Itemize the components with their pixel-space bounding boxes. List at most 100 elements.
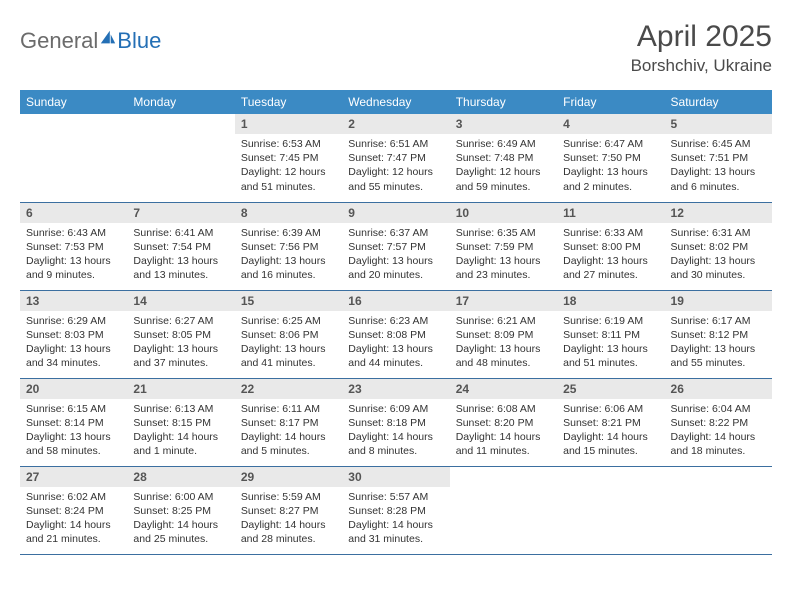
calendar-day-cell	[665, 466, 772, 554]
day-number: 14	[127, 291, 234, 311]
day-details: Sunrise: 6:13 AMSunset: 8:15 PMDaylight:…	[127, 399, 234, 465]
day-details: Sunrise: 6:53 AMSunset: 7:45 PMDaylight:…	[235, 134, 342, 200]
calendar-week-row: 6Sunrise: 6:43 AMSunset: 7:53 PMDaylight…	[20, 202, 772, 290]
day-detail-line: Sunset: 8:28 PM	[348, 504, 443, 518]
day-detail-line: Daylight: 13 hours	[26, 430, 121, 444]
day-details: Sunrise: 6:51 AMSunset: 7:47 PMDaylight:…	[342, 134, 449, 200]
calendar-week-row: 13Sunrise: 6:29 AMSunset: 8:03 PMDayligh…	[20, 290, 772, 378]
day-number: 13	[20, 291, 127, 311]
day-number-empty	[450, 467, 557, 487]
logo-text-general: General	[20, 28, 98, 54]
day-detail-line: Daylight: 13 hours	[26, 254, 121, 268]
day-detail-line: Daylight: 13 hours	[671, 342, 766, 356]
day-details: Sunrise: 5:57 AMSunset: 8:28 PMDaylight:…	[342, 487, 449, 553]
weekday-wednesday: Wednesday	[342, 90, 449, 114]
day-details: Sunrise: 6:27 AMSunset: 8:05 PMDaylight:…	[127, 311, 234, 377]
day-detail-line: Sunrise: 6:45 AM	[671, 137, 766, 151]
day-details: Sunrise: 6:45 AMSunset: 7:51 PMDaylight:…	[665, 134, 772, 200]
day-number: 7	[127, 203, 234, 223]
day-details: Sunrise: 6:33 AMSunset: 8:00 PMDaylight:…	[557, 223, 664, 289]
weekday-friday: Friday	[557, 90, 664, 114]
day-detail-line: Sunrise: 6:02 AM	[26, 490, 121, 504]
day-detail-line: and 59 minutes.	[456, 180, 551, 194]
calendar-day-cell: 13Sunrise: 6:29 AMSunset: 8:03 PMDayligh…	[20, 290, 127, 378]
day-detail-line: Sunset: 8:15 PM	[133, 416, 228, 430]
day-number: 20	[20, 379, 127, 399]
calendar-day-cell: 29Sunrise: 5:59 AMSunset: 8:27 PMDayligh…	[235, 466, 342, 554]
day-detail-line: and 37 minutes.	[133, 356, 228, 370]
day-detail-line: and 51 minutes.	[241, 180, 336, 194]
day-detail-line: Sunset: 8:14 PM	[26, 416, 121, 430]
calendar-day-cell: 1Sunrise: 6:53 AMSunset: 7:45 PMDaylight…	[235, 114, 342, 202]
day-details: Sunrise: 6:06 AMSunset: 8:21 PMDaylight:…	[557, 399, 664, 465]
day-detail-line: and 13 minutes.	[133, 268, 228, 282]
day-detail-line: and 11 minutes.	[456, 444, 551, 458]
calendar-day-cell: 30Sunrise: 5:57 AMSunset: 8:28 PMDayligh…	[342, 466, 449, 554]
day-detail-line: Daylight: 14 hours	[563, 430, 658, 444]
calendar-day-cell: 26Sunrise: 6:04 AMSunset: 8:22 PMDayligh…	[665, 378, 772, 466]
day-detail-line: Sunset: 7:45 PM	[241, 151, 336, 165]
day-details: Sunrise: 6:25 AMSunset: 8:06 PMDaylight:…	[235, 311, 342, 377]
day-number: 18	[557, 291, 664, 311]
day-detail-line: Daylight: 13 hours	[456, 342, 551, 356]
day-detail-line: and 2 minutes.	[563, 180, 658, 194]
day-detail-line: Sunrise: 6:49 AM	[456, 137, 551, 151]
day-detail-line: Sunrise: 6:35 AM	[456, 226, 551, 240]
day-number: 9	[342, 203, 449, 223]
day-number: 8	[235, 203, 342, 223]
day-detail-line: Sunrise: 6:08 AM	[456, 402, 551, 416]
day-number: 10	[450, 203, 557, 223]
day-detail-line: and 34 minutes.	[26, 356, 121, 370]
day-details: Sunrise: 6:43 AMSunset: 7:53 PMDaylight:…	[20, 223, 127, 289]
day-detail-line: Daylight: 13 hours	[348, 254, 443, 268]
day-detail-line: and 27 minutes.	[563, 268, 658, 282]
calendar-day-cell: 21Sunrise: 6:13 AMSunset: 8:15 PMDayligh…	[127, 378, 234, 466]
day-detail-line: Sunrise: 6:51 AM	[348, 137, 443, 151]
day-details: Sunrise: 6:09 AMSunset: 8:18 PMDaylight:…	[342, 399, 449, 465]
day-number: 3	[450, 114, 557, 134]
day-detail-line: Sunset: 8:22 PM	[671, 416, 766, 430]
day-number: 28	[127, 467, 234, 487]
day-detail-line: Sunrise: 6:33 AM	[563, 226, 658, 240]
page-header: General Blue April 2025 Borshchiv, Ukrai…	[20, 20, 772, 76]
day-detail-line: Sunrise: 6:04 AM	[671, 402, 766, 416]
day-detail-line: Sunrise: 6:31 AM	[671, 226, 766, 240]
day-detail-line: Sunset: 8:18 PM	[348, 416, 443, 430]
calendar-day-cell: 10Sunrise: 6:35 AMSunset: 7:59 PMDayligh…	[450, 202, 557, 290]
day-detail-line: Sunrise: 6:27 AM	[133, 314, 228, 328]
day-detail-line: Sunrise: 6:37 AM	[348, 226, 443, 240]
day-number-empty	[20, 114, 127, 134]
day-detail-line: and 44 minutes.	[348, 356, 443, 370]
day-detail-line: Daylight: 13 hours	[563, 342, 658, 356]
day-detail-line: Sunset: 7:48 PM	[456, 151, 551, 165]
day-detail-line: Sunrise: 6:53 AM	[241, 137, 336, 151]
calendar-day-cell: 24Sunrise: 6:08 AMSunset: 8:20 PMDayligh…	[450, 378, 557, 466]
calendar-day-cell: 7Sunrise: 6:41 AMSunset: 7:54 PMDaylight…	[127, 202, 234, 290]
day-details: Sunrise: 6:17 AMSunset: 8:12 PMDaylight:…	[665, 311, 772, 377]
calendar-day-cell	[450, 466, 557, 554]
day-detail-line: Sunrise: 6:11 AM	[241, 402, 336, 416]
day-detail-line: Daylight: 14 hours	[241, 518, 336, 532]
day-number: 17	[450, 291, 557, 311]
day-detail-line: Sunset: 8:17 PM	[241, 416, 336, 430]
day-number: 11	[557, 203, 664, 223]
day-number: 6	[20, 203, 127, 223]
day-detail-line: and 6 minutes.	[671, 180, 766, 194]
day-detail-line: Daylight: 13 hours	[456, 254, 551, 268]
calendar-day-cell	[20, 114, 127, 202]
day-detail-line: Sunset: 7:47 PM	[348, 151, 443, 165]
day-detail-line: and 31 minutes.	[348, 532, 443, 546]
day-detail-line: and 20 minutes.	[348, 268, 443, 282]
day-detail-line: and 1 minute.	[133, 444, 228, 458]
day-detail-line: and 18 minutes.	[671, 444, 766, 458]
month-title: April 2025	[631, 20, 772, 54]
day-detail-line: Sunrise: 5:57 AM	[348, 490, 443, 504]
day-number: 26	[665, 379, 772, 399]
day-detail-line: Sunrise: 6:25 AM	[241, 314, 336, 328]
day-number: 1	[235, 114, 342, 134]
day-detail-line: Sunset: 8:02 PM	[671, 240, 766, 254]
calendar-day-cell: 11Sunrise: 6:33 AMSunset: 8:00 PMDayligh…	[557, 202, 664, 290]
day-detail-line: Sunrise: 6:21 AM	[456, 314, 551, 328]
day-details: Sunrise: 6:39 AMSunset: 7:56 PMDaylight:…	[235, 223, 342, 289]
weekday-tuesday: Tuesday	[235, 90, 342, 114]
